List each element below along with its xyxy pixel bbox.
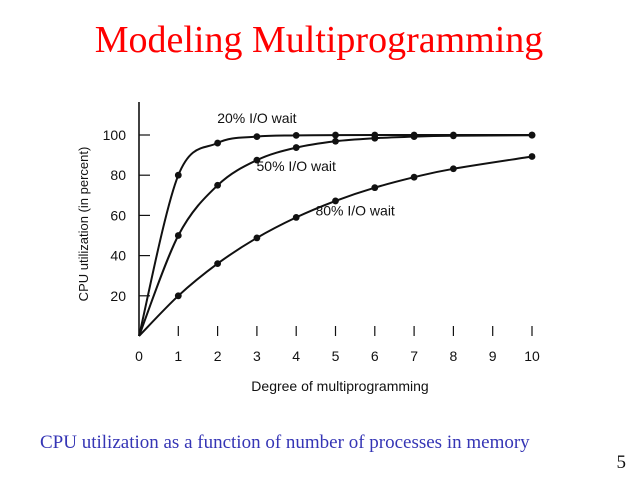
x-axis-tick-labels: 0 1 2 3 4 5 6 7 8 9 10 [135,348,540,364]
x-tick-label-2: 2 [214,348,222,364]
x-tick-label-9: 9 [489,348,497,364]
series-1-point-7 [410,133,418,141]
y-axis-label: CPU utilization (in percent) [76,147,91,302]
series-0-point-2 [214,139,222,147]
series-2-point-3 [253,234,261,242]
series-2-point-6 [371,184,379,192]
y-tick-label-60: 60 [110,207,126,223]
series-0-point-3 [253,133,261,141]
series-1-point-6 [371,134,379,142]
series-2-point-4 [292,214,300,221]
x-tick-label-8: 8 [450,348,458,364]
slide-caption: CPU utilization as a function of number … [40,432,530,453]
series-1-point-2 [214,181,222,189]
series-1-point-5 [332,137,339,145]
series-label-1: 50% I/O wait [257,158,336,174]
series-1-point-3 [253,156,261,164]
x-tick-label-1: 1 [174,348,182,364]
series-label-0: 20% I/O wait [217,110,296,126]
y-axis-tick-labels: 20 40 60 80 100 [103,127,127,304]
series-labels: 20% I/O wait 50% I/O wait 80% I/O wait [217,110,395,218]
series-0-point-1 [174,171,182,179]
x-tick-label-4: 4 [292,348,300,364]
x-tick-label-7: 7 [410,348,418,364]
series-2-point-2 [214,260,222,268]
series-2-point-10 [528,153,536,160]
y-tick-label-20: 20 [110,288,126,304]
series-1-point-4 [292,144,300,151]
series-0-point-4 [292,132,300,139]
series-2-point-8 [450,165,457,173]
x-axis-ticks [177,326,533,336]
series-2-point-5 [332,197,339,205]
series-1-point-10 [528,131,536,139]
series-1-point-1 [174,232,182,239]
slide-title: Modeling Multiprogramming [94,19,544,61]
series-line-2 [138,155,533,337]
x-tick-label-0: 0 [135,348,143,364]
y-tick-label-40: 40 [110,248,126,264]
series-label-2: 80% I/O wait [315,202,394,218]
x-axis-label: Degree of multiprogramming [251,378,428,394]
series-2-point-7 [410,173,418,181]
y-axis-ticks [139,134,150,297]
x-tick-label-6: 6 [371,348,379,364]
series-points [174,131,536,300]
y-tick-label-80: 80 [110,167,126,183]
series-2-point-1 [174,292,182,300]
series-line-1 [138,134,533,337]
slide-number: 5 [616,452,627,473]
plot-area: 0 1 2 3 4 5 6 7 8 9 10 20 40 60 80 100 20% I/O wait 50%… [76,102,540,394]
y-tick-label-100: 100 [103,127,127,143]
x-tick-label-3: 3 [253,348,261,364]
x-tick-label-10: 10 [524,348,540,364]
x-tick-label-5: 5 [332,348,340,364]
series-0-point-5 [332,131,339,139]
series-1-point-8 [450,132,457,140]
